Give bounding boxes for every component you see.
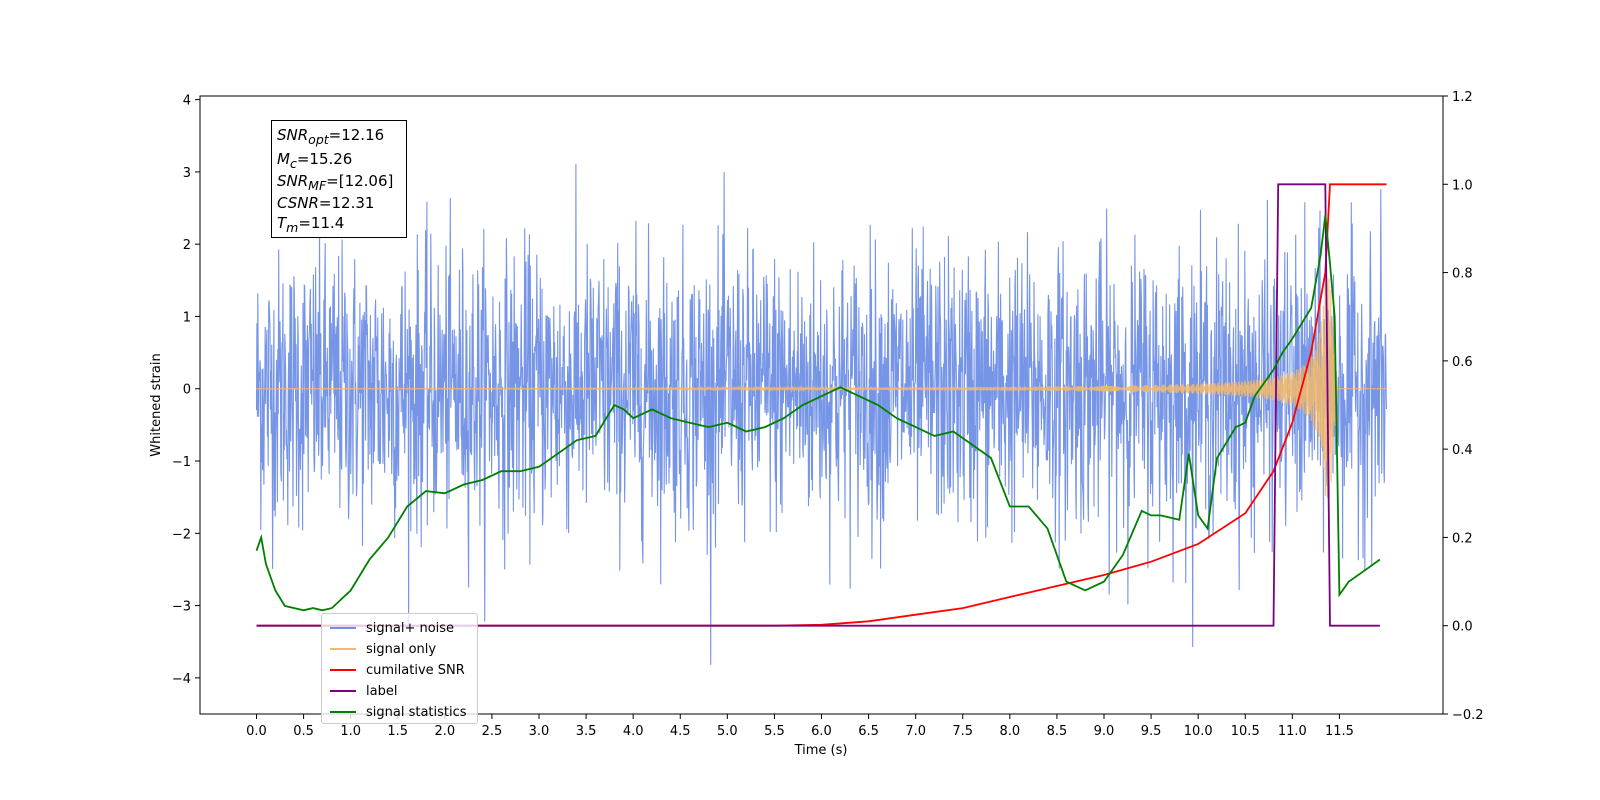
info-mc: Mc=15.26: [277, 150, 353, 171]
legend-item-signal-statistics: signal statistics: [330, 702, 467, 722]
x-tick-label: 3.0: [529, 724, 550, 739]
x-axis-label: Time (s): [794, 743, 848, 758]
x-tick-label: 5.0: [717, 724, 738, 739]
x-tick-label: 2.0: [434, 724, 455, 739]
legend-swatch: [330, 711, 356, 713]
y2-tick-label: 1.0: [1452, 178, 1473, 193]
y-tick-label: 3: [183, 166, 191, 181]
snr-info-box: [271, 120, 407, 238]
x-tick-label: 5.5: [764, 724, 785, 739]
y2-tick-label: 0.8: [1452, 267, 1473, 282]
chart-legend: signal+ noise signal only cumilative SNR…: [321, 613, 478, 724]
x-tick-label: 11.5: [1325, 724, 1354, 739]
y-tick-label: 4: [183, 94, 191, 109]
legend-swatch: [330, 627, 356, 629]
x-tick-label: 2.5: [482, 724, 503, 739]
legend-label: cumilative SNR: [366, 662, 465, 678]
info-csnr: CSNR=12.31: [277, 194, 375, 212]
x-tick-label: 0.5: [293, 724, 314, 739]
info-snr-mf: SNRMF=[12.06]: [277, 172, 394, 193]
y-tick-label: −2: [172, 527, 191, 542]
legend-swatch: [330, 669, 356, 671]
y-tick-label: −3: [172, 600, 191, 615]
x-tick-label: 0.0: [246, 724, 267, 739]
legend-item-signal-noise: signal+ noise: [330, 618, 454, 638]
x-tick-label: 1.0: [340, 724, 361, 739]
y-axis-label: Whitened strain: [149, 353, 164, 456]
y-tick-label: 1: [183, 310, 191, 325]
y2-tick-label: 1.2: [1452, 90, 1473, 105]
legend-label: signal+ noise: [366, 620, 455, 636]
legend-swatch: [330, 690, 356, 692]
x-tick-label: 4.0: [623, 724, 644, 739]
series-cumilative-snr: [256, 183, 1387, 627]
y-tick-label: 0: [183, 383, 191, 398]
x-tick-label: 3.5: [576, 724, 597, 739]
y-tick-label: −1: [172, 455, 191, 470]
legend-item-label: label: [330, 681, 397, 701]
x-tick-label: 9.5: [1141, 724, 1162, 739]
x-tick-label: 8.0: [999, 724, 1020, 739]
x-tick-label: 7.0: [905, 724, 926, 739]
legend-swatch: [330, 648, 356, 650]
x-tick-label: 6.0: [811, 724, 832, 739]
x-axis: 0.0 0.5 1.0 1.5 2.0 2.5 3.0 3.5 4.0 4.5 5.0 5.5 6.0 6…: [246, 714, 1354, 739]
x-tick-label: 7.5: [952, 724, 973, 739]
series-signal-noise: [255, 163, 1388, 665]
legend-label: label: [366, 683, 398, 699]
legend-label: signal only: [366, 641, 437, 657]
x-tick-label: 6.5: [858, 724, 879, 739]
series-label: [256, 183, 1380, 627]
x-tick-label: 11.0: [1278, 724, 1307, 739]
plot-area: [255, 163, 1388, 665]
x-tick-label: 4.5: [670, 724, 691, 739]
x-tick-label: 1.5: [387, 724, 408, 739]
y2-tick-label: 0.4: [1452, 443, 1473, 458]
y-tick-label: 2: [183, 238, 191, 253]
y-axis-left: 4 3 2 1 0 −1 −2 −3 −4: [172, 94, 200, 687]
series-signal-statistics: [255, 215, 1381, 612]
legend-label: signal statistics: [366, 704, 467, 720]
info-snr-opt: SNRopt=12.16: [277, 126, 385, 147]
y2-tick-label: −0.2: [1452, 708, 1484, 723]
y-axis-right: 1.2 1.0 0.8 0.6 0.4 0.2 0.0 −0.2: [1443, 90, 1484, 723]
x-tick-label: 10.0: [1184, 724, 1213, 739]
x-tick-label: 8.5: [1047, 724, 1068, 739]
series-signal-only: [256, 277, 1387, 499]
x-tick-label: 10.5: [1231, 724, 1260, 739]
x-tick-label: 9.0: [1094, 724, 1115, 739]
y2-tick-label: 0.2: [1452, 531, 1473, 546]
y-tick-label: −4: [172, 672, 191, 687]
legend-item-cumulative-snr: cumilative SNR: [330, 660, 465, 680]
legend-item-signal-only: signal only: [330, 639, 436, 659]
y2-tick-label: 0.6: [1452, 355, 1473, 370]
y2-tick-label: 0.0: [1452, 620, 1473, 635]
info-tm: Tm=11.4: [277, 214, 345, 235]
